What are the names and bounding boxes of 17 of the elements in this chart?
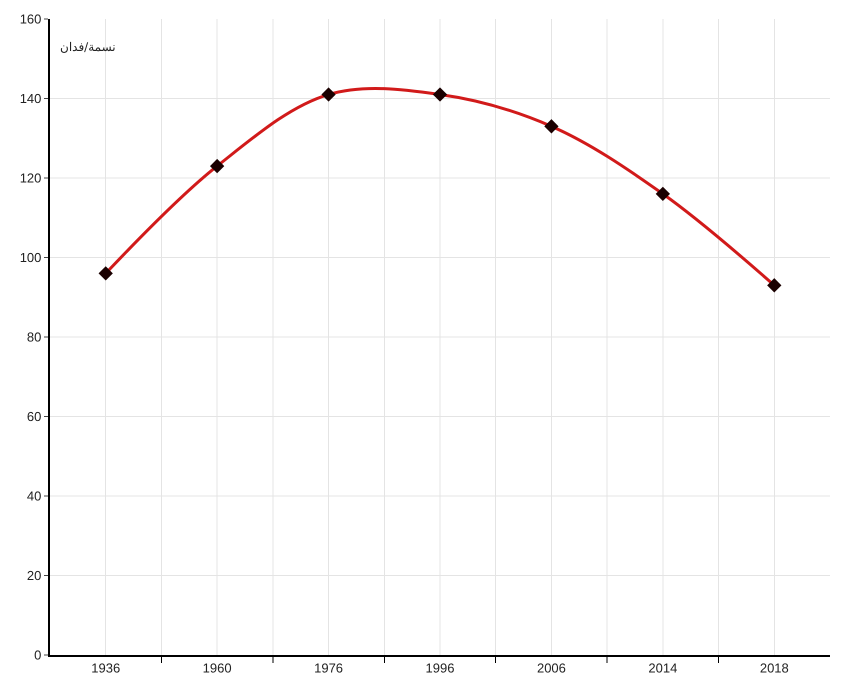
y-tick-label: 120 xyxy=(20,170,42,186)
x-tick-label: 2018 xyxy=(760,660,789,676)
y-tick-label: 0 xyxy=(34,648,42,663)
y-tick-label: 100 xyxy=(20,250,42,266)
y-axis-title: نسمة/فدان xyxy=(60,40,116,54)
y-tick-label: 80 xyxy=(26,330,42,345)
x-tick-label: 1936 xyxy=(91,660,120,676)
x-tick-label: 1960 xyxy=(202,660,232,676)
x-tick-label: 2006 xyxy=(536,660,566,676)
x-tick-label: 2014 xyxy=(648,660,678,676)
y-tick-label: 40 xyxy=(26,488,42,504)
y-tick-label: 20 xyxy=(26,568,42,584)
x-tick-label: 1976 xyxy=(314,660,344,676)
y-tick-label: 160 xyxy=(20,12,42,27)
y-tick-label: 140 xyxy=(20,91,42,106)
y-tick-label: 60 xyxy=(26,409,42,424)
x-tick-label: 1996 xyxy=(426,660,454,676)
